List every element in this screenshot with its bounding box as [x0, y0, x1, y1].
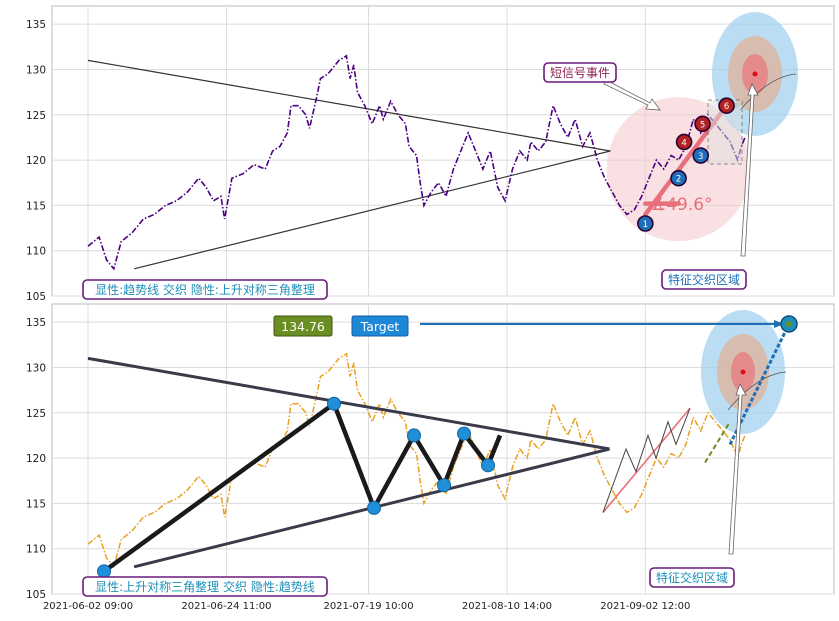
signal-marker-label: 1 [643, 220, 648, 230]
projection-line [728, 323, 791, 446]
zone-pointer-arrow [740, 83, 759, 257]
top-panel: 105 110 115 120 125 130 135 1 2 3 4 5 6 [26, 5, 835, 303]
y-tick-label: 115 [26, 200, 46, 212]
signal-marker [694, 115, 711, 133]
y-tick-label: 135 [26, 19, 46, 31]
signal-marker [675, 133, 693, 151]
pattern-caption-top: 显性:趋势线 交织 隐性:上升对称三角整理 [82, 279, 328, 300]
y-tick-label: 120 [26, 453, 46, 465]
y-tick-label: 110 [26, 246, 46, 258]
y-tick-label: 125 [26, 110, 46, 122]
target-value-badge: 134.76 [273, 315, 333, 337]
x-tick-label: 2021-07-19 10:00 [323, 601, 413, 612]
price-series-line [87, 54, 746, 271]
signal-pointer-arrow [603, 79, 661, 111]
pivot-marker [481, 458, 495, 473]
zone-curve [727, 371, 787, 411]
pivot-marker [407, 428, 421, 443]
pattern-zigzag-line [602, 408, 691, 513]
target-point-core [786, 320, 792, 327]
pivot-marker [97, 564, 111, 579]
y-tick-label: 110 [26, 544, 46, 556]
y-tick-label: 130 [26, 362, 46, 374]
zone-curve [739, 73, 797, 111]
x-tick-label: 2021-09-02 12:00 [600, 601, 690, 612]
signal-marker [718, 97, 735, 114]
signal-marker [670, 169, 687, 187]
trend-line [87, 59, 611, 152]
y-tick-label: 130 [26, 64, 46, 76]
feature-zone-callout-bottom: 特征交织区域 [649, 567, 735, 588]
trend-line [133, 150, 611, 270]
bottom-panel: 105 110 115 120 125 130 135 2021-06-02 09:00 202… [26, 303, 835, 612]
signal-marker-label: 2 [676, 175, 681, 185]
pivot-marker [327, 396, 341, 411]
triangle-line [87, 356, 610, 451]
signal-marker-label: 6 [724, 102, 729, 112]
x-tick-label: 2021-08-10 14:00 [462, 601, 552, 612]
target-label-text: Target [360, 319, 400, 334]
x-tick-label: 2021-06-02 09:00 [43, 601, 133, 612]
pivot-marker [457, 426, 471, 441]
y-tick-label: 120 [26, 155, 46, 167]
pivot-marker [437, 478, 451, 493]
feature-zone-center [752, 71, 758, 77]
short-signal-label: 短信号事件 [550, 66, 610, 80]
signal-marker [637, 215, 654, 232]
short-signal-callout: 短信号事件 [543, 62, 617, 83]
pattern-caption-bottom: 显性:上升对称三角整理 交织 隐性:趋势线 [82, 576, 328, 597]
feature-zone-label-bottom: 特征交织区域 [656, 570, 728, 585]
price-series-line [87, 352, 746, 569]
signal-marker [692, 147, 710, 164]
signal-marker-label: 4 [681, 138, 686, 148]
angle-label: ∡49.6° [651, 195, 713, 215]
y-tick-label: 135 [26, 317, 46, 329]
feature-zone-center [740, 369, 746, 375]
pattern-caption-top-label: 显性:趋势线 交织 隐性:上升对称三角整理 [95, 282, 315, 297]
target-value-text: 134.76 [281, 319, 325, 334]
zone-pointer-arrow [728, 383, 747, 555]
target-label-badge: Target [351, 315, 409, 337]
y-tick-label: 105 [26, 589, 46, 601]
pivot-marker [367, 500, 381, 515]
feature-zone-label-top: 特征交织区域 [668, 272, 740, 287]
y-tick-label: 105 [26, 291, 46, 303]
y-tick-label: 125 [26, 408, 46, 420]
pattern-caption-bottom-label: 显性:上升对称三角整理 交织 隐性:趋势线 [95, 579, 315, 594]
x-tick-label: 2021-06-24 11:00 [181, 601, 271, 612]
pattern-support-line [602, 407, 691, 513]
target-arrowhead [774, 319, 784, 328]
y-tick-label: 115 [26, 498, 46, 510]
signal-marker-label: 5 [700, 120, 705, 130]
signal-marker-label: 3 [698, 152, 703, 162]
feature-zone-callout-top: 特征交织区域 [661, 269, 747, 290]
